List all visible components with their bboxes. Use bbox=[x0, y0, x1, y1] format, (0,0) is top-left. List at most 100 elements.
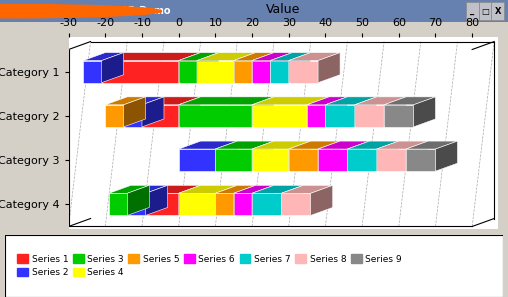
Text: X: X bbox=[495, 7, 501, 16]
Polygon shape bbox=[142, 105, 179, 127]
Polygon shape bbox=[406, 149, 435, 171]
Polygon shape bbox=[281, 193, 311, 215]
Polygon shape bbox=[355, 97, 406, 105]
Polygon shape bbox=[347, 141, 369, 171]
Polygon shape bbox=[102, 61, 179, 83]
Text: Stacked Bar Chart 3D Demo: Stacked Bar Chart 3D Demo bbox=[18, 6, 170, 16]
Polygon shape bbox=[289, 149, 318, 171]
Polygon shape bbox=[281, 185, 303, 215]
Polygon shape bbox=[252, 105, 307, 127]
Polygon shape bbox=[289, 61, 318, 83]
Polygon shape bbox=[318, 141, 369, 149]
Polygon shape bbox=[406, 141, 458, 149]
Polygon shape bbox=[234, 185, 274, 193]
Polygon shape bbox=[289, 53, 311, 83]
Polygon shape bbox=[102, 53, 201, 61]
Polygon shape bbox=[128, 193, 146, 215]
Polygon shape bbox=[123, 97, 164, 105]
Polygon shape bbox=[406, 141, 428, 171]
Polygon shape bbox=[197, 53, 256, 61]
Polygon shape bbox=[270, 53, 293, 83]
Polygon shape bbox=[281, 185, 333, 193]
Polygon shape bbox=[142, 97, 164, 127]
Bar bbox=[491, 2, 504, 20]
Polygon shape bbox=[179, 185, 201, 215]
Polygon shape bbox=[234, 193, 252, 215]
Polygon shape bbox=[105, 97, 146, 105]
Polygon shape bbox=[109, 193, 128, 215]
Polygon shape bbox=[355, 97, 377, 127]
Polygon shape bbox=[377, 141, 428, 149]
Polygon shape bbox=[123, 97, 146, 127]
Polygon shape bbox=[197, 53, 219, 83]
Polygon shape bbox=[146, 185, 201, 193]
Polygon shape bbox=[270, 53, 311, 61]
Polygon shape bbox=[179, 53, 219, 61]
Polygon shape bbox=[384, 97, 406, 127]
Polygon shape bbox=[289, 141, 311, 171]
Polygon shape bbox=[414, 97, 435, 127]
Polygon shape bbox=[289, 141, 340, 149]
Text: □: □ bbox=[481, 7, 489, 16]
Polygon shape bbox=[384, 97, 435, 105]
Polygon shape bbox=[384, 105, 414, 127]
Polygon shape bbox=[318, 53, 340, 83]
Polygon shape bbox=[179, 149, 215, 171]
X-axis label: Value: Value bbox=[266, 3, 300, 15]
Polygon shape bbox=[318, 141, 340, 171]
Polygon shape bbox=[326, 97, 377, 105]
Polygon shape bbox=[307, 97, 329, 127]
Polygon shape bbox=[179, 185, 237, 193]
Polygon shape bbox=[83, 53, 123, 61]
Polygon shape bbox=[146, 193, 179, 215]
Polygon shape bbox=[215, 141, 274, 149]
Polygon shape bbox=[105, 105, 123, 127]
Polygon shape bbox=[377, 141, 399, 171]
Polygon shape bbox=[128, 185, 168, 193]
Polygon shape bbox=[215, 141, 237, 171]
Circle shape bbox=[0, 4, 162, 18]
Polygon shape bbox=[326, 105, 355, 127]
Polygon shape bbox=[215, 193, 234, 215]
Polygon shape bbox=[215, 185, 256, 193]
Polygon shape bbox=[234, 53, 256, 83]
Polygon shape bbox=[179, 53, 201, 83]
Polygon shape bbox=[307, 97, 347, 105]
Polygon shape bbox=[311, 185, 333, 215]
Polygon shape bbox=[355, 105, 384, 127]
Polygon shape bbox=[252, 97, 329, 105]
Polygon shape bbox=[377, 149, 406, 171]
Polygon shape bbox=[326, 97, 347, 127]
Polygon shape bbox=[252, 149, 289, 171]
Polygon shape bbox=[234, 61, 252, 83]
Polygon shape bbox=[252, 53, 274, 83]
Polygon shape bbox=[234, 53, 274, 61]
Title: Stacked Bar Chart 3D Demo: Stacked Bar Chart 3D Demo bbox=[131, 0, 436, 2]
Polygon shape bbox=[179, 61, 197, 83]
Legend: Series 1, Series 2, Series 3, Series 4, Series 5, Series 6, Series 7, Series 8, : Series 1, Series 2, Series 3, Series 4, … bbox=[15, 252, 404, 280]
Polygon shape bbox=[435, 141, 458, 171]
Polygon shape bbox=[197, 61, 234, 83]
Polygon shape bbox=[289, 53, 340, 61]
Polygon shape bbox=[347, 141, 399, 149]
Polygon shape bbox=[252, 97, 274, 127]
Polygon shape bbox=[215, 149, 252, 171]
Polygon shape bbox=[252, 141, 311, 149]
Polygon shape bbox=[307, 105, 326, 127]
Polygon shape bbox=[179, 97, 274, 105]
Polygon shape bbox=[83, 61, 102, 83]
Polygon shape bbox=[179, 141, 237, 149]
Polygon shape bbox=[142, 97, 201, 105]
Polygon shape bbox=[252, 185, 274, 215]
Polygon shape bbox=[102, 53, 123, 83]
Polygon shape bbox=[252, 193, 281, 215]
Polygon shape bbox=[252, 53, 293, 61]
Polygon shape bbox=[252, 185, 303, 193]
Polygon shape bbox=[109, 185, 149, 193]
Text: _: _ bbox=[470, 7, 474, 16]
Polygon shape bbox=[123, 105, 142, 127]
Polygon shape bbox=[270, 61, 289, 83]
Polygon shape bbox=[318, 149, 347, 171]
Polygon shape bbox=[179, 97, 201, 127]
Polygon shape bbox=[347, 149, 377, 171]
